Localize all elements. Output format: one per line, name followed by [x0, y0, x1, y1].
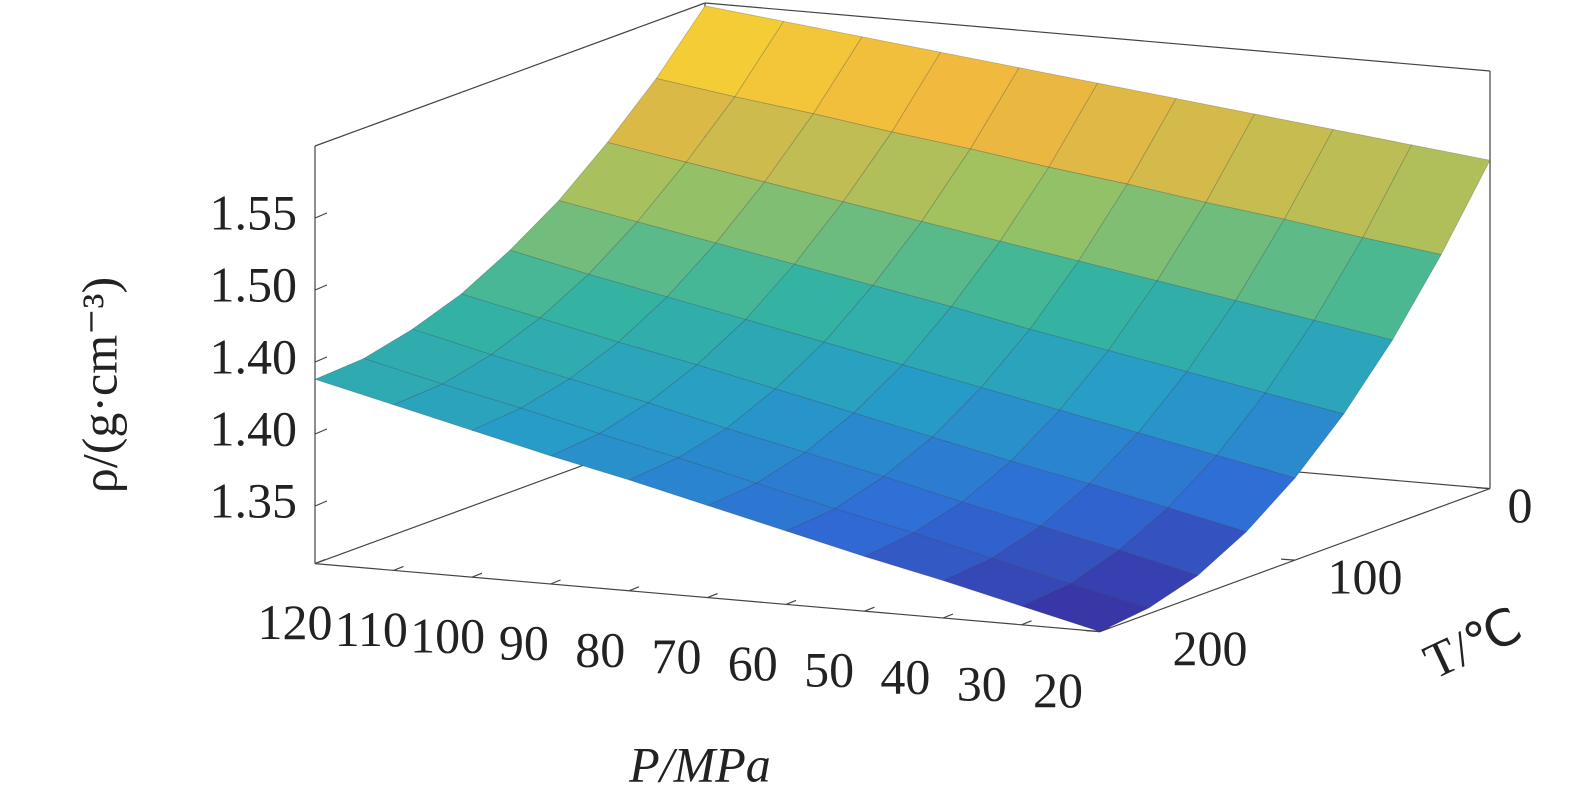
x-tick-label: 60 — [728, 635, 778, 691]
y-tick — [1085, 630, 1101, 633]
x-tick — [314, 559, 326, 565]
box-edge — [704, 2, 1491, 72]
z-tick — [314, 284, 328, 291]
z-tick-label: 1.50 — [210, 256, 298, 312]
z-axis-title: ρ/(g·cm⁻³) — [71, 277, 127, 493]
x-tick-label: 50 — [804, 642, 854, 698]
x-tick — [785, 599, 797, 605]
x-tick — [393, 565, 404, 571]
y-tick-label: 200 — [1173, 620, 1248, 676]
y-axis-title: T/℃ — [1415, 596, 1530, 689]
x-tick-label: 120 — [258, 594, 333, 650]
x-tick-label: 20 — [1033, 662, 1083, 718]
x-tick-label: 100 — [410, 608, 485, 664]
z-tick — [314, 356, 328, 363]
z-tick — [314, 212, 328, 219]
z-tick-label: 1.55 — [210, 184, 298, 240]
x-tick — [1021, 620, 1032, 626]
x-tick-label: 110 — [335, 601, 408, 657]
x-axis-title: P/MPa — [628, 736, 771, 792]
x-tick-label: 80 — [575, 621, 625, 677]
x-tick — [628, 586, 640, 592]
x-tick-label: 40 — [880, 648, 930, 704]
z-tick — [314, 500, 328, 507]
z-tick-label: 1.35 — [210, 472, 298, 528]
x-tick-label: 30 — [957, 655, 1007, 711]
x-tick — [707, 593, 718, 599]
surface-patch — [313, 358, 444, 406]
x-tick — [471, 572, 483, 578]
box-edge — [314, 2, 706, 147]
x-tick — [550, 579, 561, 585]
x-tick — [942, 613, 954, 619]
y-tick-label: 100 — [1328, 549, 1403, 605]
x-tick-label: 90 — [499, 614, 549, 670]
y-tick-label: 0 — [1508, 477, 1533, 533]
z-tick-label: 1.40 — [210, 400, 298, 456]
x-tick — [1099, 627, 1111, 633]
x-tick — [864, 606, 875, 612]
y-tick — [1475, 487, 1491, 490]
y-tick — [1280, 558, 1296, 561]
z-tick-label: 1.40 — [210, 328, 298, 384]
z-tick — [314, 428, 328, 435]
x-tick-label: 70 — [652, 628, 702, 684]
